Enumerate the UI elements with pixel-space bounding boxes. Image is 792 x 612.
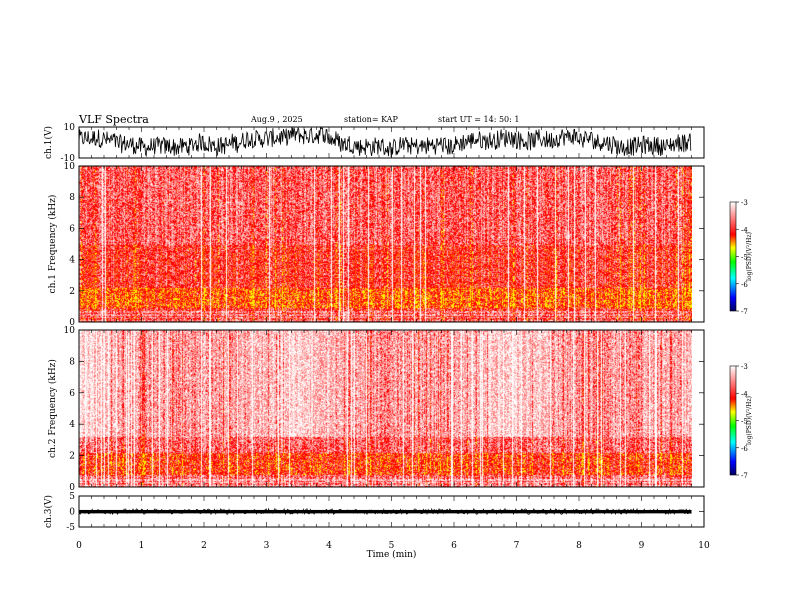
date-label: Aug.9 , 2025 bbox=[251, 115, 303, 124]
colorbar-tick-label: -6 bbox=[741, 445, 748, 453]
colorbar-tick-label: -4 bbox=[741, 226, 748, 234]
ch1-colorbar-label: log(PSD)(V²/Hz) bbox=[746, 232, 753, 281]
x-tick-label: 10 bbox=[698, 541, 710, 551]
ch2-spectrogram-image bbox=[79, 330, 692, 487]
y-tick-label: 6 bbox=[69, 389, 75, 399]
ch2-freq-ylabel: ch.2 Frequency (kHz) bbox=[47, 359, 58, 458]
x-tick-label: 4 bbox=[326, 541, 332, 551]
y-tick-label: 10 bbox=[64, 162, 76, 172]
ch2-colorbar bbox=[729, 365, 737, 476]
y-tick-label: 10 bbox=[64, 123, 76, 133]
x-tick-label: 3 bbox=[264, 541, 270, 551]
x-tick-label: 8 bbox=[576, 541, 582, 551]
ch2-colorbar-label: log(PSD)(V²/Hz) bbox=[746, 396, 753, 445]
colorbar-tick-label: -4 bbox=[741, 390, 748, 398]
y-tick-label: 0 bbox=[69, 508, 75, 518]
colorbar-tick-label: -3 bbox=[741, 363, 748, 371]
station-label: station= KAP bbox=[344, 115, 398, 124]
y-tick-label: 8 bbox=[69, 357, 75, 367]
y-tick-label: 2 bbox=[69, 287, 75, 297]
y-tick-label: 10 bbox=[64, 326, 76, 336]
colorbar-tick-label: -5 bbox=[741, 418, 748, 426]
y-tick-label: -10 bbox=[61, 154, 76, 164]
x-tick-label: 7 bbox=[514, 541, 520, 551]
y-tick-label: 2 bbox=[69, 452, 75, 462]
y-tick-label: 4 bbox=[69, 420, 75, 430]
x-tick-label: 0 bbox=[76, 541, 82, 551]
x-tick-label: 1 bbox=[139, 541, 145, 551]
ch1-colorbar bbox=[729, 201, 737, 312]
x-tick-label: 9 bbox=[639, 541, 645, 551]
y-tick-label: 6 bbox=[69, 224, 75, 234]
x-tick-label: 6 bbox=[451, 541, 457, 551]
y-tick-label: -5 bbox=[66, 523, 75, 533]
x-tick-label: 2 bbox=[201, 541, 207, 551]
colorbar-tick-label: -7 bbox=[741, 308, 748, 316]
x-axis-title: Time (min) bbox=[367, 549, 417, 560]
ch3-waveform-trace bbox=[78, 507, 692, 516]
y-tick-label: 8 bbox=[69, 193, 75, 203]
y-tick-label: 5 bbox=[69, 492, 75, 502]
colorbar-tick-label: -6 bbox=[741, 281, 748, 289]
y-tick-label: 4 bbox=[69, 256, 75, 266]
colorbar-tick-label: -7 bbox=[741, 472, 748, 480]
y-tick-label: 0 bbox=[69, 483, 75, 493]
colorbar-tick-label: -5 bbox=[741, 254, 748, 262]
ch1-spectrogram-image bbox=[79, 166, 692, 322]
ch1-ylabel: ch.1(V) bbox=[43, 126, 54, 159]
ch1-freq-ylabel: ch.1 Frequency (kHz) bbox=[47, 195, 58, 294]
chart-title: VLF Spectra bbox=[79, 113, 149, 126]
start-time-label: start UT = 14: 50: 1 bbox=[438, 115, 520, 124]
data-layer bbox=[78, 126, 692, 516]
ch3-waveform-band bbox=[79, 509, 692, 514]
ch1-waveform-trace bbox=[78, 126, 692, 158]
y-tick-label: 0 bbox=[69, 318, 75, 328]
colorbar-tick-label: -3 bbox=[741, 199, 748, 207]
x-tick-label: 5 bbox=[389, 541, 395, 551]
ch3-ylabel: ch.3(V) bbox=[43, 495, 54, 528]
